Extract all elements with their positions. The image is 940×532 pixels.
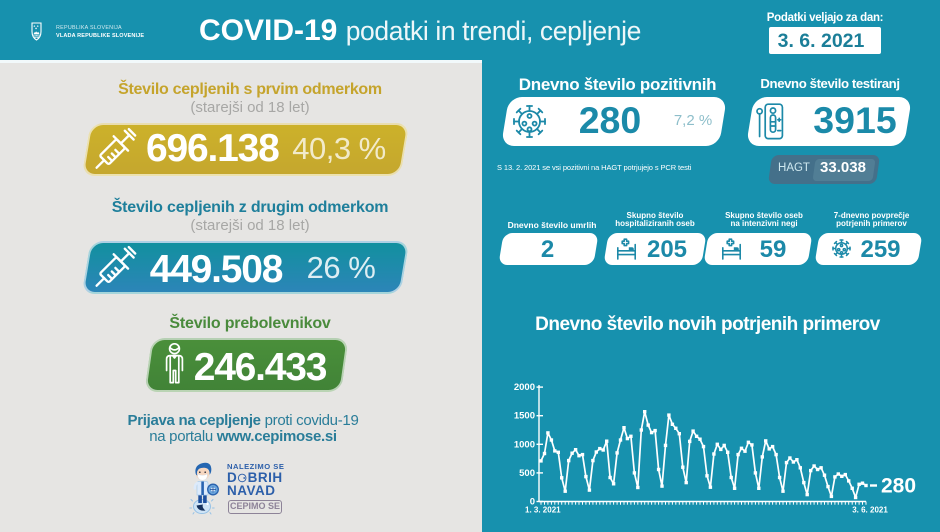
svg-text:280: 280 xyxy=(881,475,916,498)
svg-text:1000: 1000 xyxy=(514,439,535,450)
svg-text:500: 500 xyxy=(519,468,535,479)
svg-text:0: 0 xyxy=(530,497,535,508)
svg-text:2000: 2000 xyxy=(514,382,535,393)
svg-text:1500: 1500 xyxy=(514,411,535,422)
svg-text:3. 6. 2021: 3. 6. 2021 xyxy=(852,506,888,515)
svg-text:1. 3. 2021: 1. 3. 2021 xyxy=(525,506,561,515)
